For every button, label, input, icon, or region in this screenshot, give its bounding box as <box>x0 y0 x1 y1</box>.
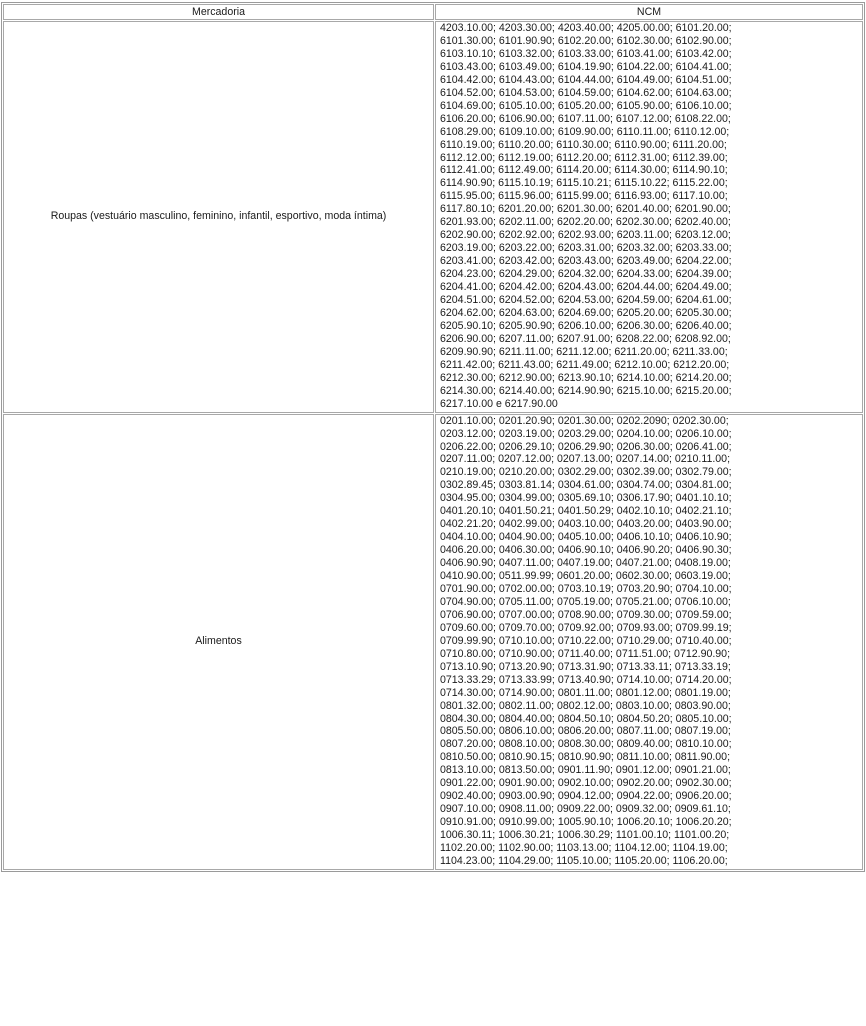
ncm-line: 0907.10.00; 0908.11.00; 0909.22.00; 0909… <box>440 803 731 816</box>
ncm-line: 6204.62.00; 6204.63.00; 6204.69.00; 6205… <box>440 306 732 319</box>
ncm-line: 6108.29.00; 6109.10.00; 6109.90.00; 6110… <box>440 125 730 138</box>
ncm-line: 6204.23.00; 6204.29.00; 6204.32.00; 6204… <box>440 268 732 281</box>
ncm-line: 6214.30.00; 6214.40.00; 6214.90.90; 6215… <box>440 384 732 397</box>
table-header-row: Mercadoria NCM <box>3 4 863 20</box>
ncm-line: 0406.90.90; 0407.11.00; 0407.19.00; 0407… <box>440 557 731 570</box>
ncm-line: 0207.11.00; 0207.12.00; 0207.13.00; 0207… <box>440 453 731 466</box>
ncm-line: 0810.50.00; 0810.90.15; 0810.90.90; 0811… <box>440 751 731 764</box>
ncm-line: 0709.60.00; 0709.70.00; 0709.92.00; 0709… <box>440 621 732 634</box>
ncm-table: Mercadoria NCM Roupas (vestuário masculi… <box>1 2 865 872</box>
ncm-line: 6205.90.10; 6205.90.90; 6206.10.00; 6206… <box>440 319 732 332</box>
ncm-line: 6103.43.00; 6103.49.00; 6104.19.90; 6104… <box>440 60 732 73</box>
ncm-line: 0807.20.00; 0808.10.00; 0808.30.00; 0809… <box>440 738 732 751</box>
ncm-line: 6104.42.00; 6104.43.00; 6104.44.00; 6104… <box>440 73 732 86</box>
ncm-line: 0402.21.20; 0402.99.00; 0403.10.00; 0403… <box>440 518 732 531</box>
ncm-line: 6201.93.00; 6202.11.00; 6202.20.00; 6202… <box>440 216 731 229</box>
ncm-line: 0805.50.00; 0806.10.00; 0806.20.00; 0807… <box>440 725 731 738</box>
ncm-line: 0201.10.00; 0201.20.90; 0201.30.00; 0202… <box>440 414 729 427</box>
ncm-line: 6115.95.00; 6115.96.00; 6115.99.00; 6116… <box>440 190 728 203</box>
ncm-line: 0813.10.00; 0813.50.00; 0901.11.90; 0901… <box>440 764 731 777</box>
table-row: Alimentos 0201.10.00; 0201.20.90; 0201.30… <box>3 413 863 870</box>
ncm-line: 0701.90.00; 0702.00.00; 0703.10.19; 0703… <box>440 582 732 595</box>
ncm-line: 0404.10.00; 0404.90.00; 0405.10.00; 0406… <box>440 531 732 544</box>
ncm-line: 6114.90.90; 6115.10.19; 6115.10.21; 6115… <box>440 177 728 190</box>
ncm-line: 0910.91.00; 0910.99.00; 1005.90.10; 1006… <box>440 816 732 829</box>
ncm-line: 1006.30.11; 1006.30.21; 1006.30.29; 1101… <box>440 829 730 842</box>
ncm-line: 0902.40.00; 0903.00.90; 0904.12.00; 0904… <box>440 790 732 803</box>
ncm-line: 6211.42.00; 6211.43.00; 6211.49.00; 6212… <box>440 358 730 371</box>
ncm-line: 0713.33.29; 0713.33.99; 0713.40.90; 0714… <box>440 673 732 686</box>
mercadoria-cell: Alimentos <box>3 413 434 870</box>
ncm-line: 6202.90.00; 6202.92.00; 6202.93.00; 6203… <box>440 229 731 242</box>
ncm-line: 0704.90.00; 0705.11.00; 0705.19.00; 0705… <box>440 595 731 608</box>
ncm-line: 6112.41.00; 6112.49.00; 6114.20.00; 6114… <box>440 164 728 177</box>
ncm-line: 0801.32.00; 0802.11.00; 0802.12.00; 0803… <box>440 699 731 712</box>
ncm-line: 6217.10.00 e 6217.90.00 <box>440 397 558 410</box>
ncm-line: 0709.99.90; 0710.10.00; 0710.22.00; 0710… <box>440 634 732 647</box>
ncm-cell: 4203.10.00; 4203.30.00; 4203.40.00; 4205… <box>435 21 863 413</box>
ncm-line: 0714.30.00; 0714.90.00; 0801.11.00; 0801… <box>440 686 731 699</box>
ncm-line: 6106.20.00; 6106.90.00; 6107.11.00; 6107… <box>440 112 731 125</box>
ncm-line: 6101.30.00; 6101.90.90; 6102.20.00; 6102… <box>440 34 732 47</box>
ncm-line: 6112.12.00; 6112.19.00; 6112.20.00; 6112… <box>440 151 728 164</box>
table-row: Roupas (vestuário masculino, feminino, i… <box>3 21 863 413</box>
ncm-line: 6206.90.00; 6207.11.00; 6207.91.00; 6208… <box>440 332 731 345</box>
header-ncm: NCM <box>435 4 863 20</box>
ncm-line: 0804.30.00; 0804.40.00; 0804.50.10; 0804… <box>440 712 732 725</box>
ncm-cell: 0201.10.00; 0201.20.90; 0201.30.00; 0202… <box>435 413 863 870</box>
ncm-line: 0710.80.00; 0710.90.00; 0711.40.00; 0711… <box>440 647 731 660</box>
ncm-line: 6103.10.10; 6103.32.00; 6103.33.00; 6103… <box>440 47 732 60</box>
ncm-line: 0210.19.00; 0210.20.00; 0302.29.00; 0302… <box>440 466 732 479</box>
ncm-line: 6212.30.00; 6212.90.00; 6213.90.10; 6214… <box>440 371 732 384</box>
ncm-line: 6117.80.10; 6201.20.00; 6201.30.00; 6201… <box>440 203 731 216</box>
ncm-line: 6204.41.00; 6204.42.00; 6204.43.00; 6204… <box>440 281 732 294</box>
ncm-line: 6104.69.00; 6105.10.00; 6105.20.00; 6105… <box>440 99 732 112</box>
ncm-line: 1102.20.00; 1102.90.00; 1103.13.00; 1104… <box>440 842 728 855</box>
ncm-line: 6203.19.00; 6203.22.00; 6203.31.00; 6203… <box>440 242 732 255</box>
ncm-line: 0406.20.00; 0406.30.00; 0406.90.10; 0406… <box>440 544 732 557</box>
ncm-line: 1104.23.00; 1104.29.00; 1105.10.00; 1105… <box>440 855 728 867</box>
ncm-line: 6209.90.90; 6211.11.00; 6211.12.00; 6211… <box>440 345 728 358</box>
ncm-line: 0706.90.00; 0707.00.00; 0708.90.00; 0709… <box>440 608 732 621</box>
ncm-line: 0304.95.00; 0304.99.00; 0305.69.10; 0306… <box>440 492 732 505</box>
ncm-line: 0410.90.00; 0511.99.99; 0601.20.00; 0602… <box>440 570 731 583</box>
ncm-line: 0203.12.00; 0203.19.00; 0203.29.00; 0204… <box>440 427 732 440</box>
ncm-line: 6203.41.00; 6203.42.00; 6203.43.00; 6203… <box>440 255 732 268</box>
header-mercadoria: Mercadoria <box>3 4 434 20</box>
ncm-line: 6204.51.00; 6204.52.00; 6204.53.00; 6204… <box>440 294 732 307</box>
ncm-line: 4203.10.00; 4203.30.00; 4203.40.00; 4205… <box>440 22 732 34</box>
ncm-line: 6104.52.00; 6104.53.00; 6104.59.00; 6104… <box>440 86 732 99</box>
mercadoria-cell: Roupas (vestuário masculino, feminino, i… <box>3 21 434 413</box>
ncm-line: 0206.22.00; 0206.29.10; 0206.29.90; 0206… <box>440 440 732 453</box>
ncm-line: 0401.20.10; 0401.50.21; 0401.50.29; 0402… <box>440 505 732 518</box>
ncm-line: 6110.19.00; 6110.20.00; 6110.30.00; 6110… <box>440 138 727 151</box>
ncm-line: 0901.22.00; 0901.90.00; 0902.10.00; 0902… <box>440 777 732 790</box>
ncm-line: 0713.10.90; 0713.20.90; 0713.31.90; 0713… <box>440 660 731 673</box>
ncm-line: 0302.89.45; 0303.81.14; 0304.61.00; 0304… <box>440 479 732 492</box>
